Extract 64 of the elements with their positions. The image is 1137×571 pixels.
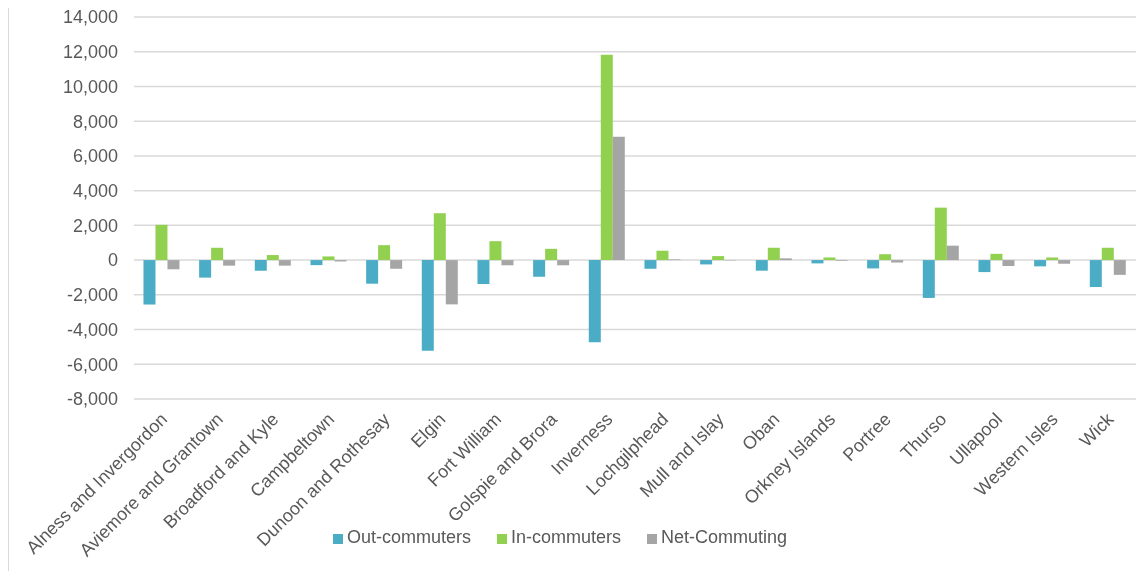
bar <box>700 260 713 265</box>
bar <box>644 260 657 269</box>
bar <box>155 224 168 261</box>
y-tick-label: -4,000 <box>66 319 118 340</box>
y-tick-label: 6,000 <box>72 146 118 167</box>
bar <box>1101 247 1114 261</box>
bar <box>366 260 379 284</box>
y-tick-label: 14,000 <box>62 7 118 28</box>
bar <box>1089 260 1102 287</box>
bar <box>811 260 824 264</box>
y-tick-label: -6,000 <box>66 354 118 375</box>
bar <box>1058 260 1071 264</box>
y-tick-label: 0 <box>107 250 118 271</box>
bar <box>143 260 156 305</box>
bar <box>1002 260 1015 266</box>
legend-label: Out-commuters <box>346 527 472 547</box>
bar <box>223 260 236 266</box>
bar <box>433 213 446 261</box>
bar <box>254 260 267 271</box>
y-tick-label: -8,000 <box>66 389 118 410</box>
bar <box>767 247 780 261</box>
bar <box>612 136 625 261</box>
bar <box>1046 257 1059 261</box>
bar <box>489 241 502 261</box>
bar <box>445 260 458 305</box>
y-tick-label: 4,000 <box>72 181 118 202</box>
bar <box>823 257 836 261</box>
bar <box>891 260 904 263</box>
bar <box>600 54 613 261</box>
bar <box>588 260 601 343</box>
bar <box>879 254 892 261</box>
bar <box>322 256 335 261</box>
y-tick-label: -2,000 <box>66 285 118 306</box>
bar <box>199 260 212 278</box>
bar <box>934 207 947 261</box>
bar <box>978 260 991 273</box>
bar <box>310 260 323 266</box>
y-tick-label: 10,000 <box>62 76 118 97</box>
y-tick-label: 2,000 <box>72 215 118 236</box>
bar <box>545 248 558 261</box>
bar <box>1034 260 1047 267</box>
bar <box>1113 260 1126 275</box>
bar <box>867 260 880 269</box>
bar <box>477 260 490 285</box>
bar <box>712 256 725 261</box>
bar <box>755 260 768 271</box>
bar <box>278 260 291 266</box>
bar <box>390 260 403 269</box>
bar <box>211 247 224 261</box>
bar <box>946 245 959 261</box>
legend-label: Net-Commuting <box>661 527 789 547</box>
bar <box>421 260 434 351</box>
y-tick-label: 12,000 <box>62 42 118 63</box>
bar <box>378 245 391 261</box>
bar <box>167 260 180 270</box>
bar <box>656 250 669 261</box>
y-tick-label: 8,000 <box>72 111 118 132</box>
legend-label: In-commuters <box>510 527 622 547</box>
bar <box>557 260 570 266</box>
bar <box>990 253 1003 261</box>
bar <box>266 255 279 261</box>
bar <box>533 260 546 277</box>
bar <box>501 260 514 266</box>
bar <box>922 260 935 298</box>
